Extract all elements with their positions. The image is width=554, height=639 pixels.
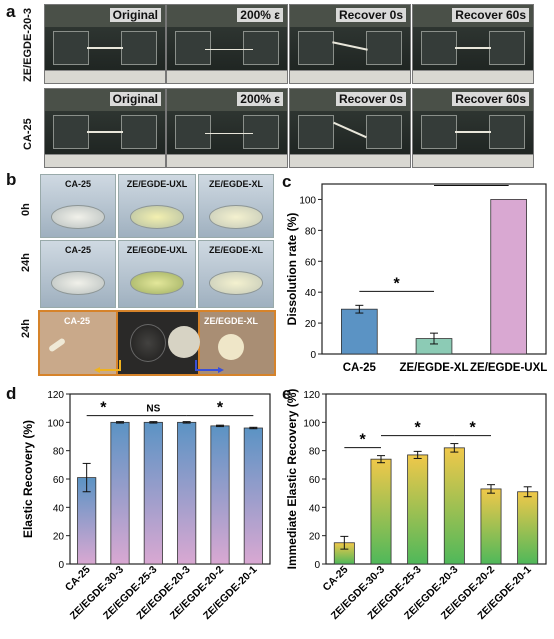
direction-arrows-icon xyxy=(94,360,224,373)
y-tick-label: 120 xyxy=(303,390,320,401)
vial-24h-uxl: ZE/EGDE-UXL xyxy=(118,240,196,308)
y-tick-label: 80 xyxy=(53,447,65,458)
y-tick-label: 100 xyxy=(303,418,320,429)
y-tick-label: 20 xyxy=(53,532,65,543)
photo-a-r1-c0: Original xyxy=(44,88,166,168)
bar-ze-egde-20-3 xyxy=(177,421,197,565)
bottom-label-ca25: CA-25 xyxy=(64,316,91,326)
plot-frame xyxy=(325,393,547,565)
significance-label: NS xyxy=(146,404,160,415)
bar-ze-egde-30-3 xyxy=(110,421,130,565)
panel-e-letter: e xyxy=(282,384,292,403)
y-tick-label: 60 xyxy=(305,257,317,268)
photo-a-r0-c3: Recover 60s xyxy=(412,4,534,84)
row-label-ca: CA-25 xyxy=(22,118,34,150)
bar-ze-egde-uxl xyxy=(490,199,527,355)
bar-ca-25 xyxy=(341,308,378,355)
bottom-photo-strip: CA-25 ZE/EGDE-XL xyxy=(38,310,276,376)
significance-label: * xyxy=(360,432,367,449)
significance-label: * xyxy=(470,420,477,437)
plot-frame xyxy=(69,393,271,565)
fiber-sample xyxy=(455,47,491,49)
fiber-sample xyxy=(455,131,491,133)
chart-d: 0 20 40 60 80 100 120 Elastic Recovery (%) CA-25… xyxy=(21,390,271,622)
x-tick-label: ZE/EGDE-UXL xyxy=(470,362,547,374)
y-axis-label: Dissolution rate (%) xyxy=(285,213,299,326)
bar-ze-egde-20-2 xyxy=(480,488,502,565)
bar-ze-egde-25-3 xyxy=(407,454,429,565)
y-tick-label: 60 xyxy=(309,475,321,486)
vial-0h-ca25: CA-25 xyxy=(40,174,116,238)
y-axis-label: Immediate Elastic Recovery (%) xyxy=(285,389,299,570)
photo-a-r0-c2: Recover 0s xyxy=(289,4,411,84)
y-tick-label: 100 xyxy=(47,418,64,429)
significance-label: * xyxy=(415,420,422,437)
y-tick-label: 0 xyxy=(310,350,316,361)
y-tick-label: 20 xyxy=(305,319,317,330)
y-tick-label: 80 xyxy=(305,226,317,237)
y-tick-label: 80 xyxy=(309,447,321,458)
bar-ze-egde-20-2 xyxy=(210,425,230,565)
vial-0h-uxl: ZE/EGDE-UXL xyxy=(118,174,196,238)
chart-e: 0 20 40 60 80 100 120 Immediate Elastic Recover… xyxy=(285,389,547,622)
panel-a-letter: a xyxy=(6,2,16,21)
significance-label: * xyxy=(100,400,107,417)
row-label-ze: ZE/EGDE-20-3 xyxy=(22,8,34,82)
y-tick-label: 0 xyxy=(314,560,320,571)
fiber-sample xyxy=(205,49,253,50)
photo-caption: 200% ε xyxy=(237,92,283,106)
x-tick-label: CA-25 xyxy=(321,564,351,594)
y-tick-label: 0 xyxy=(58,560,64,571)
y-tick-label: 60 xyxy=(53,475,65,486)
photo-caption: Original xyxy=(109,92,161,106)
y-tick-label: 40 xyxy=(309,503,321,514)
photo-caption: Recover 60s xyxy=(452,92,529,106)
significance-label: * xyxy=(217,400,224,417)
row-label-0h: 0h xyxy=(20,203,32,216)
bar-ze-egde-25-3 xyxy=(143,421,163,565)
panel-c-letter: c xyxy=(282,172,292,191)
y-axis-label: Elastic Recovery (%) xyxy=(21,420,35,538)
photo-caption: 200% ε xyxy=(237,8,283,22)
y-tick-label: 20 xyxy=(309,532,321,543)
y-tick-label: 40 xyxy=(305,288,317,299)
panel-b-letter: b xyxy=(6,170,17,189)
photo-a-r1-c2: Recover 0s xyxy=(289,88,411,168)
vial-0h-xl: ZE/EGDE-XL xyxy=(198,174,274,238)
photo-a-r1-c1: 200% ε xyxy=(166,88,288,168)
photo-a-r1-c3: Recover 60s xyxy=(412,88,534,168)
bar-ze-egde-30-3 xyxy=(370,458,392,565)
bar-ze-egde-20-3 xyxy=(443,447,465,565)
photo-a-r0-c1: 200% ε xyxy=(166,4,288,84)
fiber-sample xyxy=(87,131,123,133)
row-label-24h-bottom: 24h xyxy=(20,319,32,338)
photo-caption: Recover 60s xyxy=(452,8,529,22)
vial-24h-ca25: CA-25 xyxy=(40,240,116,308)
bar-ze-egde-20-1 xyxy=(243,427,263,565)
panel-d-letter: d xyxy=(6,384,17,403)
photo-a-r0-c0: Original xyxy=(44,4,166,84)
photo-caption: Recover 0s xyxy=(335,92,406,106)
bottom-label-xl: ZE/EGDE-XL xyxy=(204,316,259,326)
photo-caption: Recover 0s xyxy=(335,8,406,22)
bar-ze-egde-20-1 xyxy=(517,491,539,565)
significance-label: * xyxy=(394,275,401,292)
y-tick-label: 120 xyxy=(47,390,64,401)
x-tick-label: CA-25 xyxy=(63,564,93,594)
y-tick-label: 40 xyxy=(53,503,65,514)
y-tick-label: 100 xyxy=(299,195,316,206)
x-tick-label: ZE/EGDE-XL xyxy=(399,362,468,374)
photo-caption: Original xyxy=(109,8,161,22)
significance-label: * xyxy=(468,178,475,186)
row-label-24h: 24h xyxy=(20,253,32,272)
fiber-sample xyxy=(87,47,123,49)
fiber-sample xyxy=(205,133,253,134)
x-tick-label: CA-25 xyxy=(343,362,377,374)
vial-24h-xl: ZE/EGDE-XL xyxy=(198,240,274,308)
